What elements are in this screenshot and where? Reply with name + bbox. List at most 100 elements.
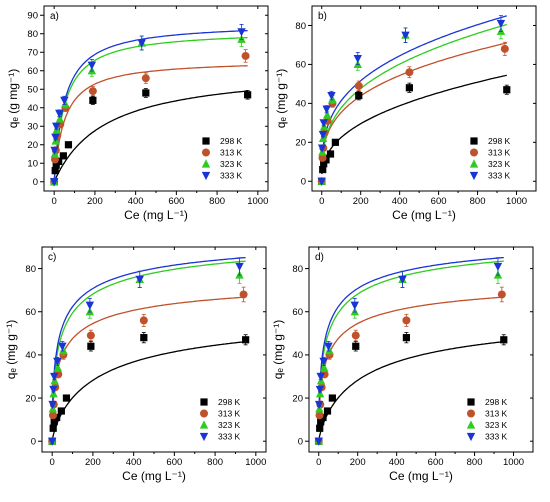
x-tick-label: 1000: [503, 457, 524, 468]
data-point-298K: [500, 336, 508, 344]
y-tick-label: 10: [27, 159, 38, 170]
legend-marker-313K: [202, 148, 210, 157]
fit-curve-323K: [321, 23, 507, 166]
y-tick-label: 20: [27, 140, 38, 151]
y-tick-label: 60: [27, 66, 38, 77]
x-tick-label: 200: [87, 196, 103, 207]
data-point-333K: [318, 130, 328, 140]
legend-entry: 313 K: [488, 148, 511, 158]
data-point-298K: [326, 150, 335, 158]
data-point-298K: [55, 157, 63, 165]
data-point-298K: [319, 413, 327, 422]
data-point-323K: [55, 114, 65, 123]
panel-label: b): [318, 11, 327, 22]
data-point-333K: [52, 122, 61, 131]
x-tick-label: 0: [50, 457, 55, 468]
legend-marker-298K: [202, 137, 210, 145]
data-point-313K: [315, 411, 324, 420]
data-point-333K: [49, 178, 59, 187]
data-point-323K: [325, 345, 334, 355]
legend-entry: 323 K: [218, 420, 241, 430]
data-point-298K: [503, 86, 511, 94]
data-point-298K: [57, 407, 65, 415]
fit-curve-298K: [51, 340, 246, 440]
x-tick-label: 0: [319, 196, 324, 207]
y-tick-label: 60: [295, 60, 306, 71]
data-point-323K: [61, 99, 70, 108]
data-point-333K: [50, 372, 59, 382]
fit-curve-323K: [53, 36, 248, 179]
data-point-333K: [319, 119, 328, 128]
y-tick-label: 0: [301, 177, 306, 188]
y-tick-label: 40: [292, 350, 303, 361]
data-point-333K: [319, 357, 328, 366]
legend-marker-298K: [200, 398, 208, 406]
y-axis-label: qₑ (mg g⁻¹): [271, 320, 285, 379]
y-tick-label: 60: [25, 307, 36, 318]
data-point-333K: [314, 437, 323, 446]
data-point-333K: [314, 400, 324, 410]
x-tick-label: 200: [353, 196, 369, 207]
legend-entry: 323 K: [485, 420, 508, 430]
data-point-333K: [317, 144, 327, 153]
x-tick-label: 600: [431, 196, 447, 207]
data-point-298K: [49, 424, 57, 432]
y-tick-label: 40: [27, 103, 38, 114]
data-point-333K: [85, 301, 95, 310]
legend-entry: 313 K: [485, 409, 508, 419]
y-tick-label: 40: [295, 99, 306, 110]
data-point-298K: [405, 84, 413, 92]
data-point-333K: [324, 342, 333, 351]
x-axis-label: Ce (mg L⁻¹): [392, 208, 456, 222]
x-tick-label: 200: [85, 457, 101, 468]
x-tick-label: 400: [128, 196, 144, 207]
data-point-313K: [500, 44, 509, 53]
y-tick-label: 80: [292, 264, 303, 275]
data-point-333K: [58, 342, 67, 351]
fit-curve-333K: [51, 256, 246, 417]
legend-entry: 333 K: [218, 432, 241, 442]
y-tick-label: 50: [27, 85, 38, 96]
plot-frame: [311, 5, 537, 192]
legend-entry: 313 K: [218, 409, 241, 419]
fit-curve-333K: [318, 256, 504, 417]
data-point-333K: [47, 437, 57, 446]
data-point-298K: [242, 336, 250, 344]
chart-panel-b: 0 200 400 600 800 1000 0 20 40 60 80 Ce (mg L⁻¹) qₑ …: [274, 5, 537, 222]
x-axis-label: Ce (mg L⁻¹): [124, 208, 188, 222]
data-point-298K: [316, 424, 324, 432]
legend-marker-333K: [466, 432, 476, 442]
x-axis-label: Ce (mg L⁻¹): [122, 469, 186, 483]
data-point-333K: [235, 262, 244, 272]
fit-curve-333K: [321, 15, 507, 163]
data-point-313K: [402, 316, 411, 325]
data-point-298K: [320, 160, 328, 168]
plot-frame: [308, 246, 534, 453]
legend-entry: 298 K: [485, 397, 508, 407]
data-point-323K: [328, 94, 337, 104]
data-point-333K: [50, 146, 59, 155]
legend-marker-323K: [201, 159, 211, 168]
data-point-298K: [140, 334, 148, 342]
data-point-333K: [398, 275, 407, 284]
legend-entry: 333 K: [485, 432, 508, 442]
data-point-298K: [352, 342, 360, 350]
fit-curve-313K: [318, 296, 504, 424]
data-point-323K: [322, 110, 332, 119]
legend-entry: 323 K: [488, 159, 511, 169]
data-point-313K: [88, 87, 97, 96]
data-point-323K: [50, 376, 59, 385]
y-tick-label: 40: [25, 350, 36, 361]
data-point-333K: [48, 400, 57, 410]
data-point-298K: [244, 91, 252, 99]
fit-curve-323K: [51, 260, 246, 419]
y-tick-label: 0: [298, 437, 303, 448]
data-point-323K: [319, 363, 329, 372]
data-point-298K: [322, 156, 330, 164]
legend-marker-323K: [469, 159, 479, 168]
y-tick-label: 20: [292, 393, 303, 404]
data-point-323K: [59, 345, 68, 355]
